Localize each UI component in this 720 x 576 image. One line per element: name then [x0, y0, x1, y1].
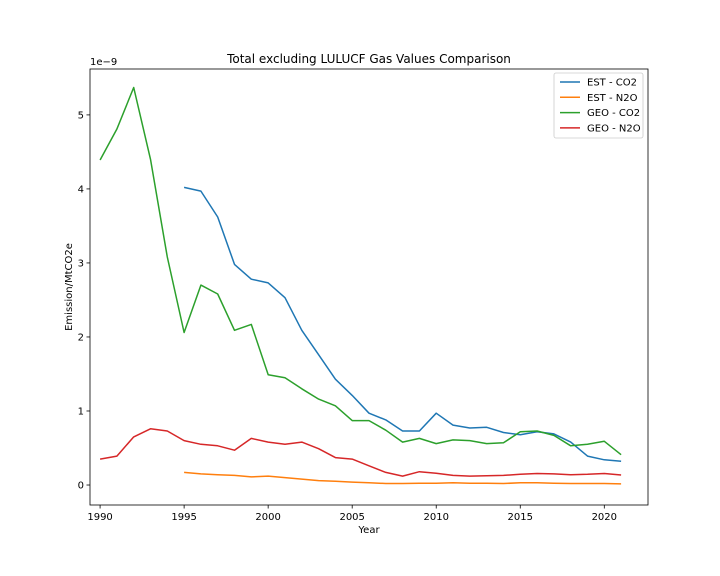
x-tick-label: 2000: [255, 512, 280, 523]
legend-box: [553, 72, 644, 139]
y-tick-label: 1: [78, 406, 84, 417]
y-axis-title: Emission/MtCO2e: [64, 243, 75, 331]
legend-label: EST - N2O: [587, 93, 638, 104]
legend: EST - CO2 EST - N2O GEO - CO2 GEO - N2O: [553, 72, 644, 139]
plot-frame: [89, 68, 649, 506]
x-tick-label: 2020: [592, 512, 617, 523]
series-lines: [99, 86, 622, 485]
y-tick-label: 3: [78, 258, 84, 269]
y-tick-label: 0: [78, 481, 84, 492]
legend-label: EST - CO2: [587, 78, 637, 89]
x-tick-label: 1995: [171, 512, 196, 523]
y-tick-label: 5: [78, 110, 84, 121]
x-tick-label: 1990: [87, 512, 112, 523]
y-tick-label: 4: [78, 184, 84, 195]
chart-title: Total excluding LULUCF Gas Values Compar…: [226, 52, 511, 66]
x-tick-label: 2010: [424, 512, 449, 523]
x-axis: 1990 1995 2000 2005 2010 2015 2020: [87, 505, 617, 523]
y-offset-label: 1e−9: [90, 57, 117, 68]
series-line-geo-co2: [99, 86, 622, 456]
x-tick-label: 2005: [339, 512, 364, 523]
legend-label: GEO - CO2: [587, 108, 640, 119]
series-line-est-n2o: [184, 471, 622, 485]
y-tick-label: 2: [78, 332, 84, 343]
series-line-geo-n2o: [99, 428, 622, 477]
x-axis-title: Year: [357, 525, 380, 536]
legend-label: GEO - N2O: [587, 123, 641, 134]
y-axis: 0 1 2 3 4 5: [78, 110, 90, 492]
x-tick-label: 2015: [508, 512, 533, 523]
